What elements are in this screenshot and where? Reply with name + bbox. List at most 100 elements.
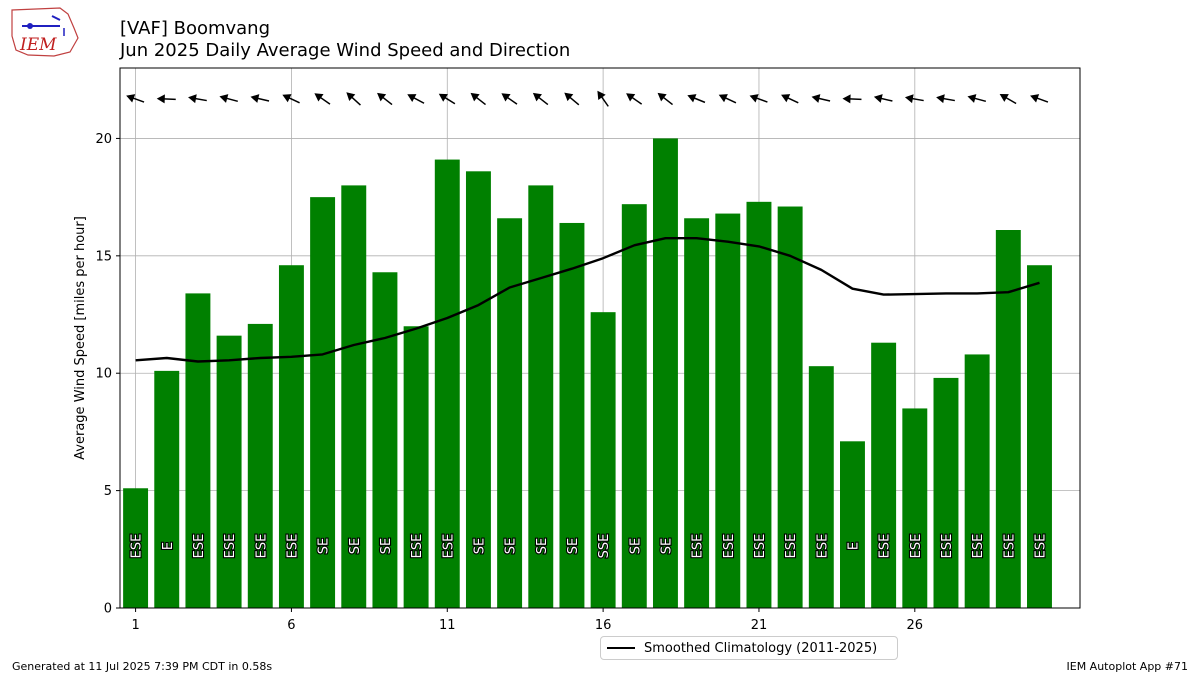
x-tick-label: 26 [907,618,924,633]
wind-arrow-day-7 [314,93,331,105]
chart-subtitle: Jun 2025 Daily Average Wind Speed and Di… [120,40,571,61]
generated-timestamp: Generated at 11 Jul 2025 7:39 PM CDT in … [12,660,273,673]
bar-day-12 [465,171,491,608]
bar-day-27 [933,377,959,608]
bar-day-7 [310,197,336,608]
wind-arrow-day-1 [126,94,145,103]
legend-line-swatch [607,647,635,649]
bar-day-17 [621,204,647,608]
direction-label-day-16: SSE [597,534,612,559]
wind-arrow-day-23 [811,94,831,103]
direction-label-day-18: SE [659,538,674,554]
wind-arrow-day-3 [188,94,207,104]
bar-day-9 [372,272,398,608]
direction-label-day-2: E [161,542,176,550]
bar-day-23 [808,366,834,608]
wind-arrow-day-10 [407,94,425,104]
wind-arrow-day-22 [781,94,799,104]
bar-day-25 [871,342,897,608]
direction-label-day-26: ESE [909,534,924,559]
direction-label-day-1: ESE [130,534,145,559]
bar-day-1 [123,488,149,608]
wind-arrow-day-15 [564,92,580,106]
bar-day-6 [278,265,304,608]
iem-logo: IEM [11,7,79,57]
direction-label-day-14: SE [535,538,550,554]
climatology-line [135,236,1040,363]
wind-arrow-day-14 [532,92,549,106]
x-tick-label: 6 [287,618,295,633]
wind-arrow-day-4 [219,94,238,103]
x-tick-label: 1 [131,618,139,633]
direction-label-day-28: ESE [971,534,986,559]
y-tick-label: 0 [104,602,112,617]
direction-label-day-12: SE [472,538,487,554]
axes-frame [119,67,1081,609]
bar-day-24 [840,441,865,608]
bar-day-5 [247,323,273,608]
wind-arrow-day-20 [718,94,737,104]
wind-arrow-day-9 [377,92,393,106]
bar-day-10 [403,326,429,608]
direction-label-day-11: ESE [441,534,456,559]
direction-label-day-8: SE [348,538,363,554]
wind-arrow-day-11 [438,93,456,105]
wind-arrow-day-2 [156,94,176,104]
wind-arrow-day-29 [999,94,1017,105]
direction-label-day-24: E [846,542,861,550]
direction-label-day-3: ESE [192,534,207,559]
wind-arrow-day-13 [501,93,518,105]
wind-arrow-day-6 [282,94,300,104]
bar-day-15 [559,222,585,608]
logo-text: IEM [19,35,57,55]
direction-label-day-13: SE [504,538,519,554]
bar-day-4 [216,335,242,608]
y-tick-label: 5 [104,484,112,499]
wind-arrow-day-30 [1030,94,1049,103]
bar-day-2 [154,370,180,608]
bar-day-18 [652,138,678,608]
wind-arrow-day-19 [687,94,706,104]
direction-label-day-4: ESE [223,534,238,559]
direction-label-day-27: ESE [940,534,955,559]
x-tick-label: 21 [751,618,768,633]
bar-day-20 [715,213,741,608]
y-axis-label: Average Wind Speed [miles per hour] [73,216,88,460]
wind-arrow-day-17 [626,93,643,105]
wind-arrow-day-5 [250,94,270,103]
x-tick-label: 16 [595,618,612,633]
direction-label-day-5: ESE [254,534,269,559]
legend-label: Smoothed Climatology (2011-2025) [644,640,878,656]
direction-label-day-17: SE [628,538,643,554]
wind-arrow-day-28 [967,94,987,103]
legend: Smoothed Climatology (2011-2025) [600,636,898,660]
direction-label-day-9: SE [379,538,394,554]
bar-day-8 [341,185,367,609]
y-tick-label: 15 [95,249,112,264]
bar-day-19 [684,218,710,608]
wind-arrow-day-18 [657,92,674,106]
wind-arrow-day-27 [936,94,955,104]
direction-label-day-10: ESE [410,534,425,559]
bar-day-3 [185,293,211,608]
bar-day-16 [590,312,616,608]
app-credit: IEM Autoplot App #71 [1066,660,1189,673]
bar-day-14 [528,185,554,609]
bar-day-22 [777,206,803,609]
chart-title: [VAF] Boomvang [120,18,271,39]
direction-label-day-29: ESE [1002,534,1017,559]
direction-label-day-7: SE [317,538,332,554]
y-tick-label: 20 [95,132,112,147]
wind-arrow-day-12 [470,92,486,106]
direction-label-day-6: ESE [285,534,300,559]
direction-label-day-15: SE [566,538,581,554]
wind-arrow-day-21 [749,94,768,103]
bar-day-11 [434,159,460,608]
y-tick-label: 10 [95,367,112,382]
bar-day-30 [1027,265,1052,608]
x-tick-label: 11 [439,618,456,633]
wind-arrow-day-8 [346,92,361,106]
direction-label-day-22: ESE [784,534,799,559]
direction-label-day-20: ESE [722,534,737,559]
